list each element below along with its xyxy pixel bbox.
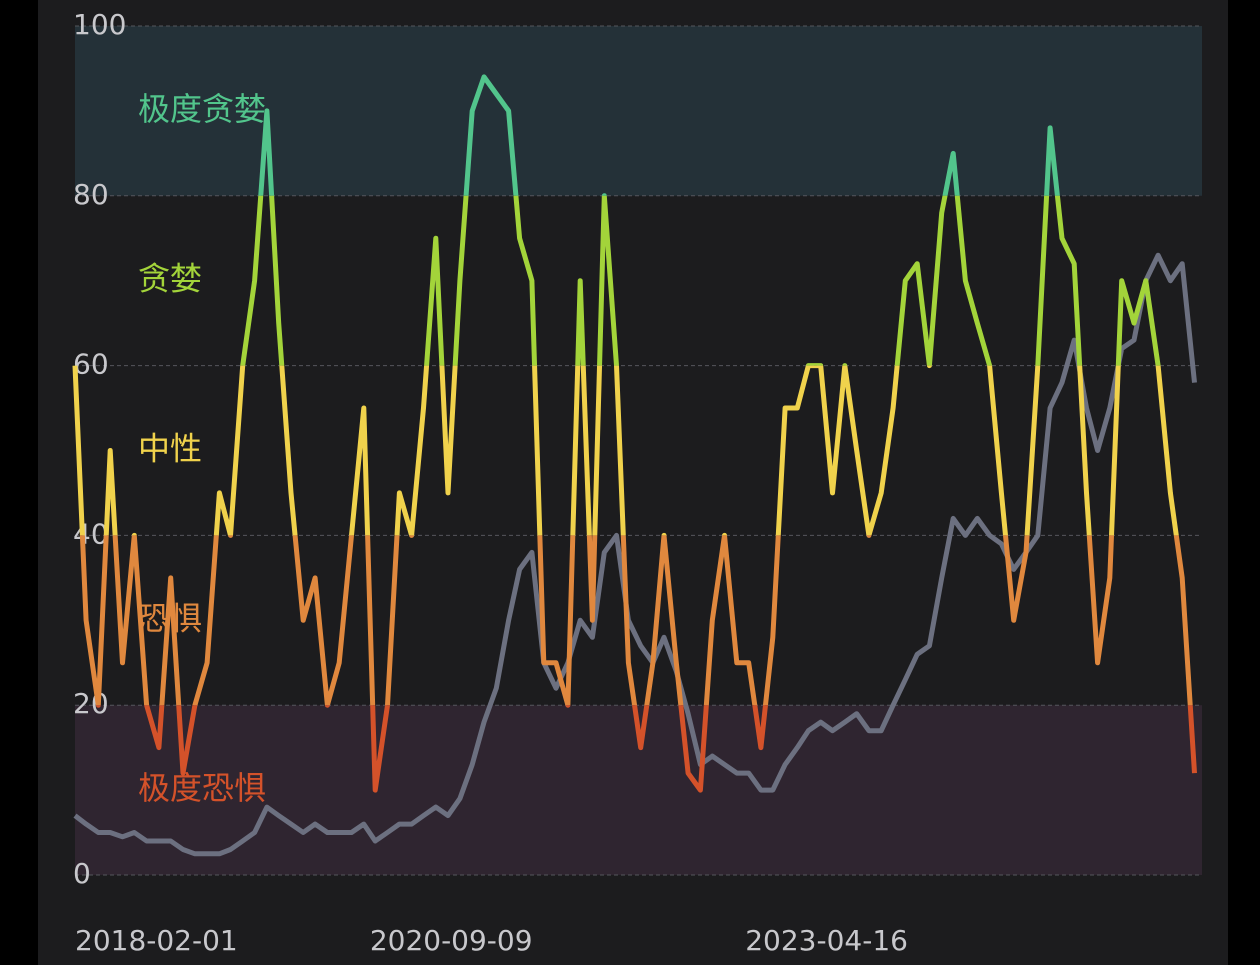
band-label: 中性 bbox=[138, 430, 202, 468]
y-tick-label: 60 bbox=[73, 348, 109, 381]
band-label: 恐惧 bbox=[138, 599, 202, 637]
y-tick-label: 100 bbox=[73, 8, 126, 41]
band-label: 极度恐惧 bbox=[138, 769, 266, 807]
y-tick-label: 0 bbox=[73, 857, 91, 890]
x-tick-label: 2018-02-01 bbox=[75, 924, 238, 957]
y-tick-label: 80 bbox=[73, 178, 109, 211]
y-tick-label: 20 bbox=[73, 687, 109, 720]
x-tick-label: 2020-09-09 bbox=[370, 924, 533, 957]
band-label: 极度贪婪 bbox=[138, 90, 266, 128]
band-label: 贪婪 bbox=[138, 260, 202, 298]
y-tick-label: 40 bbox=[73, 517, 109, 550]
x-tick-label: 2023-04-16 bbox=[745, 924, 908, 957]
